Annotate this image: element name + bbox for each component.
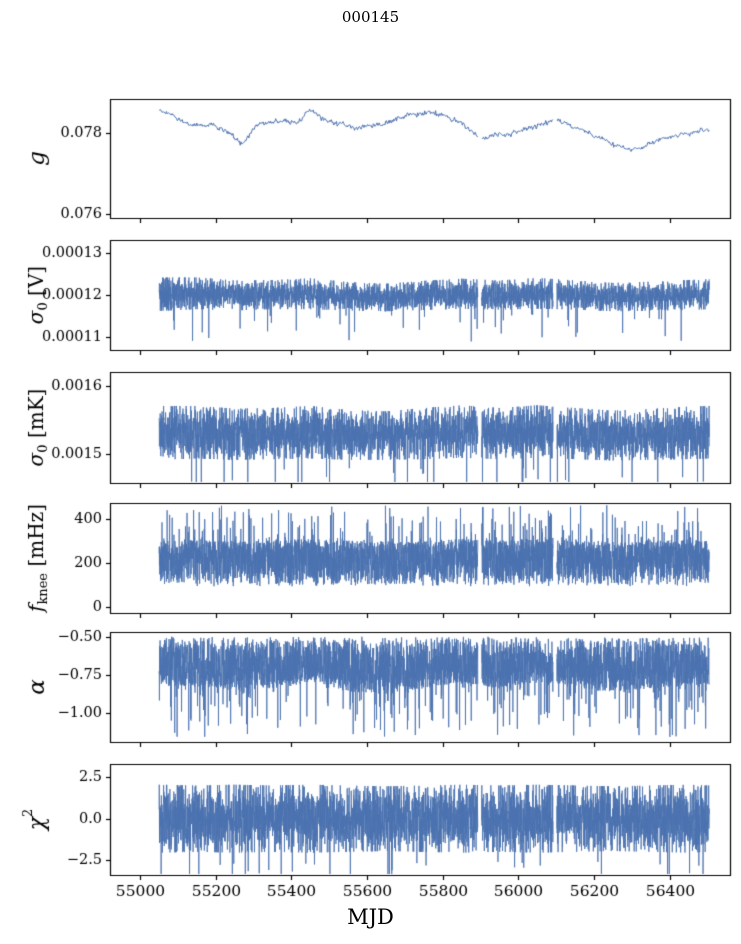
x-axis-label: MJD	[347, 905, 394, 929]
figure-title: 000145	[341, 8, 400, 26]
